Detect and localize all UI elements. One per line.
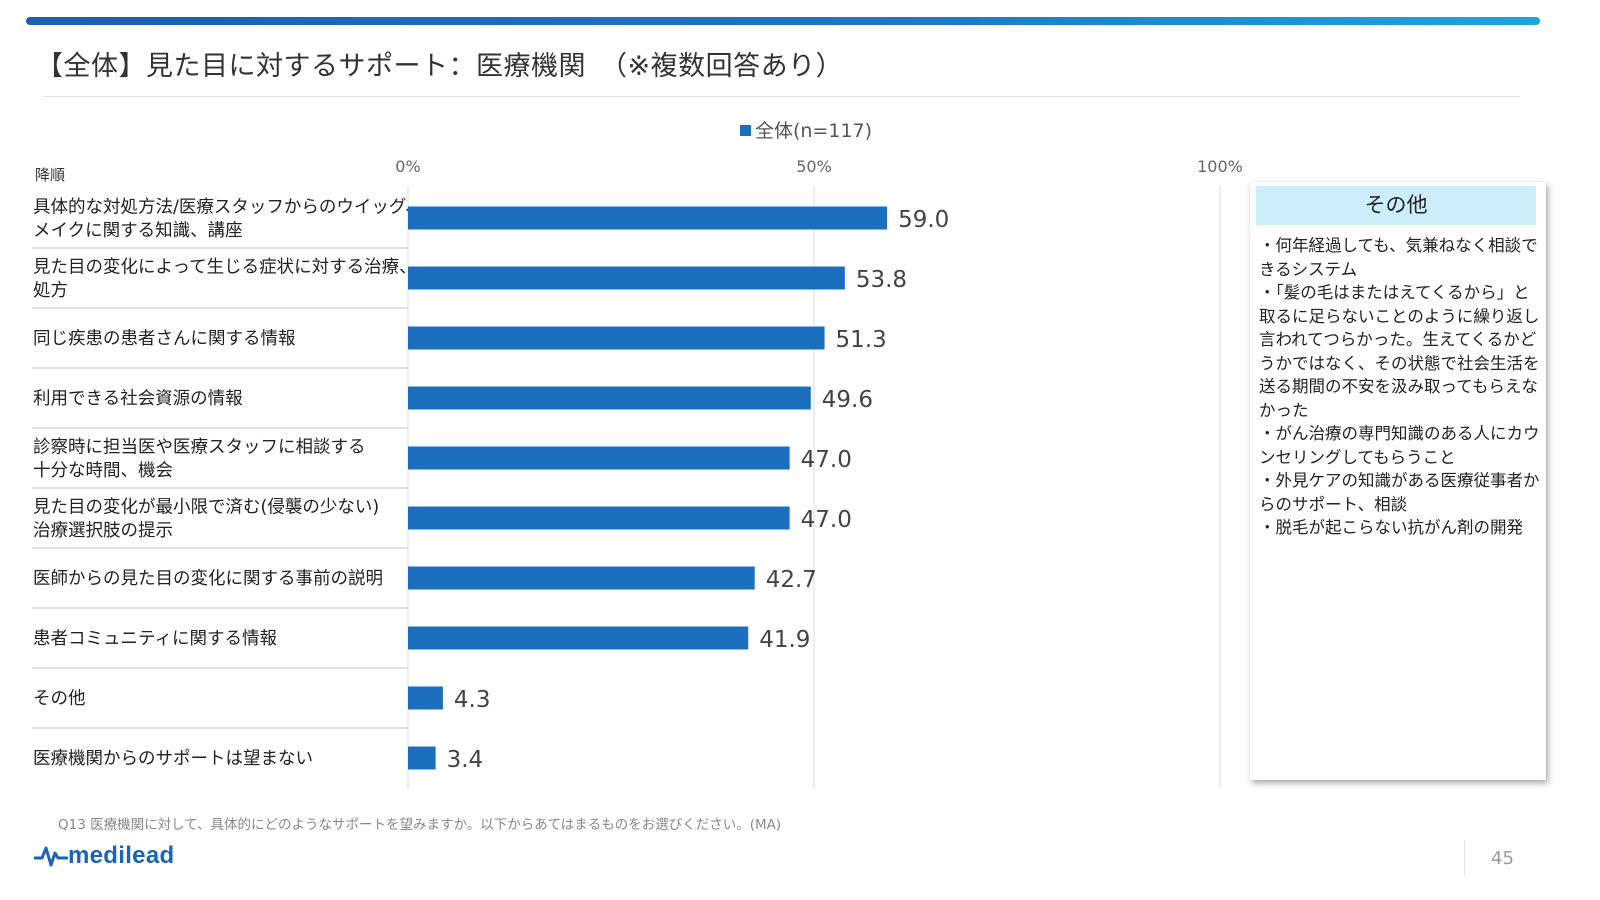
x-tick-label: 0% bbox=[395, 157, 420, 176]
other-response-item: ・外見ケアの知識がある医療従事者からのサポート、相談 bbox=[1259, 471, 1540, 514]
category-labels: 具体的な対処方法/医療スタッフからのウイッグ、メイクに関する知識、講座見た目の変… bbox=[33, 197, 423, 769]
bar bbox=[408, 746, 436, 770]
category-label: その他 bbox=[33, 689, 86, 709]
category-label: 患者コミュニティに関する情報 bbox=[33, 629, 277, 649]
other-response-item: ・「髪の毛はまたはえてくるから」と取るに足らないことのように繰り返し言われてつら… bbox=[1259, 283, 1540, 420]
sort-order-label: 降順 bbox=[35, 166, 66, 184]
category-label: 具体的な対処方法/医療スタッフからのウイッグ、メイクに関する知識、講座 bbox=[33, 197, 423, 241]
other-response-item: ・脱毛が起こらない抗がん剤の開発 bbox=[1259, 518, 1523, 537]
category-label-line: 診察時に担当医や医療スタッフに相談する bbox=[33, 437, 366, 457]
bar bbox=[408, 386, 811, 410]
value-label: 47.0 bbox=[801, 507, 852, 533]
category-label-line: 治療選択肢の提示 bbox=[33, 521, 173, 541]
category-label: 医療機関からのサポートは望まない bbox=[33, 749, 313, 769]
x-axis-ticks: 0% 50% 100% bbox=[395, 157, 1243, 176]
category-label: 医師からの見た目の変化に関する事前の説明 bbox=[33, 569, 383, 589]
category-label: 診察時に担当医や医療スタッフに相談する十分な時間、機会 bbox=[33, 437, 366, 481]
category-label-line: 患者コミュニティに関する情報 bbox=[33, 629, 277, 649]
value-label: 49.6 bbox=[822, 387, 873, 413]
other-response-item: ・がん治療の専門知識のある人にカウンセリングしてもらうこと bbox=[1259, 424, 1540, 467]
category-label-line: 処方 bbox=[33, 281, 68, 301]
category-label: 見た目の変化が最小限で済む(侵襲の少ない) 治療選択肢の提示 bbox=[33, 497, 379, 541]
logo-text: medilead bbox=[68, 842, 175, 869]
value-label: 42.7 bbox=[766, 567, 817, 593]
category-label-line: 具体的な対処方法/医療スタッフからのウイッグ、 bbox=[33, 197, 423, 217]
bar bbox=[408, 686, 443, 710]
bar bbox=[408, 626, 749, 650]
category-label-line: 医療機関からのサポートは望まない bbox=[33, 749, 313, 769]
company-logo: medilead bbox=[34, 842, 174, 872]
category-label: 見た目の変化によって生じる症状に対する治療、処方 bbox=[33, 257, 417, 301]
category-label-line: 同じ疾患の患者さんに関する情報 bbox=[33, 329, 296, 349]
category-label-line: 十分な時間、機会 bbox=[33, 461, 173, 481]
category-label-line: その他 bbox=[33, 689, 86, 709]
value-label: 51.3 bbox=[836, 327, 887, 353]
category-label: 同じ疾患の患者さんに関する情報 bbox=[33, 329, 296, 349]
other-responses-list: ・何年経過しても、気兼ねなく相談できるシステム ・「髪の毛はまたはえてくるから」… bbox=[1259, 234, 1541, 540]
value-label: 47.0 bbox=[801, 447, 852, 473]
bar bbox=[408, 446, 790, 470]
other-responses-panel: その他 ・何年経過しても、気兼ねなく相談できるシステム ・「髪の毛はまたはえてく… bbox=[1250, 182, 1546, 780]
x-tick-label: 100% bbox=[1197, 157, 1243, 176]
other-response-item: ・何年経過しても、気兼ねなく相談できるシステム bbox=[1259, 236, 1538, 279]
category-label-line: 利用できる社会資源の情報 bbox=[33, 389, 243, 409]
bar bbox=[408, 206, 888, 230]
category-label-line: メイクに関する知識、講座 bbox=[33, 221, 243, 241]
bar bbox=[408, 506, 790, 530]
bar bbox=[408, 326, 825, 350]
page-number: 45 bbox=[1491, 848, 1514, 869]
category-label-line: 見た目の変化によって生じる症状に対する治療、 bbox=[33, 257, 417, 277]
category-label: 利用できる社会資源の情報 bbox=[33, 389, 243, 409]
x-tick-label: 50% bbox=[796, 157, 832, 176]
value-label: 59.0 bbox=[898, 207, 949, 233]
page-title: 【全体】見た目に対するサポート：医療機関 （※複数回答あり） bbox=[36, 51, 844, 82]
question-footnote: Q13 医療機関に対して、具体的にどのようなサポートを望みますか。以下からあては… bbox=[58, 817, 782, 833]
legend-label: 全体(n=117) bbox=[755, 120, 873, 142]
value-label: 53.8 bbox=[856, 267, 907, 293]
pulse-icon bbox=[34, 846, 68, 867]
title-divider bbox=[44, 96, 1520, 97]
chart-legend: 全体(n=117) bbox=[740, 116, 872, 143]
category-label-line: 医師からの見た目の変化に関する事前の説明 bbox=[33, 569, 383, 589]
bar bbox=[408, 566, 755, 590]
value-label: 4.3 bbox=[454, 687, 491, 713]
legend-swatch bbox=[740, 125, 751, 136]
value-labels: 59.0 53.8 51.3 49.6 47.0 47.0 42.7 41.9 4.3 3.4 bbox=[447, 207, 950, 773]
bar bbox=[408, 266, 845, 290]
page-number-divider bbox=[1464, 840, 1465, 876]
header-accent-bar bbox=[26, 17, 1540, 25]
bars bbox=[408, 206, 888, 770]
value-label: 41.9 bbox=[759, 627, 810, 653]
category-separators bbox=[32, 247, 408, 729]
other-responses-title: その他 bbox=[1256, 186, 1536, 225]
value-label: 3.4 bbox=[447, 747, 484, 773]
category-label-line: 見た目の変化が最小限で済む(侵襲の少ない) bbox=[33, 497, 379, 517]
